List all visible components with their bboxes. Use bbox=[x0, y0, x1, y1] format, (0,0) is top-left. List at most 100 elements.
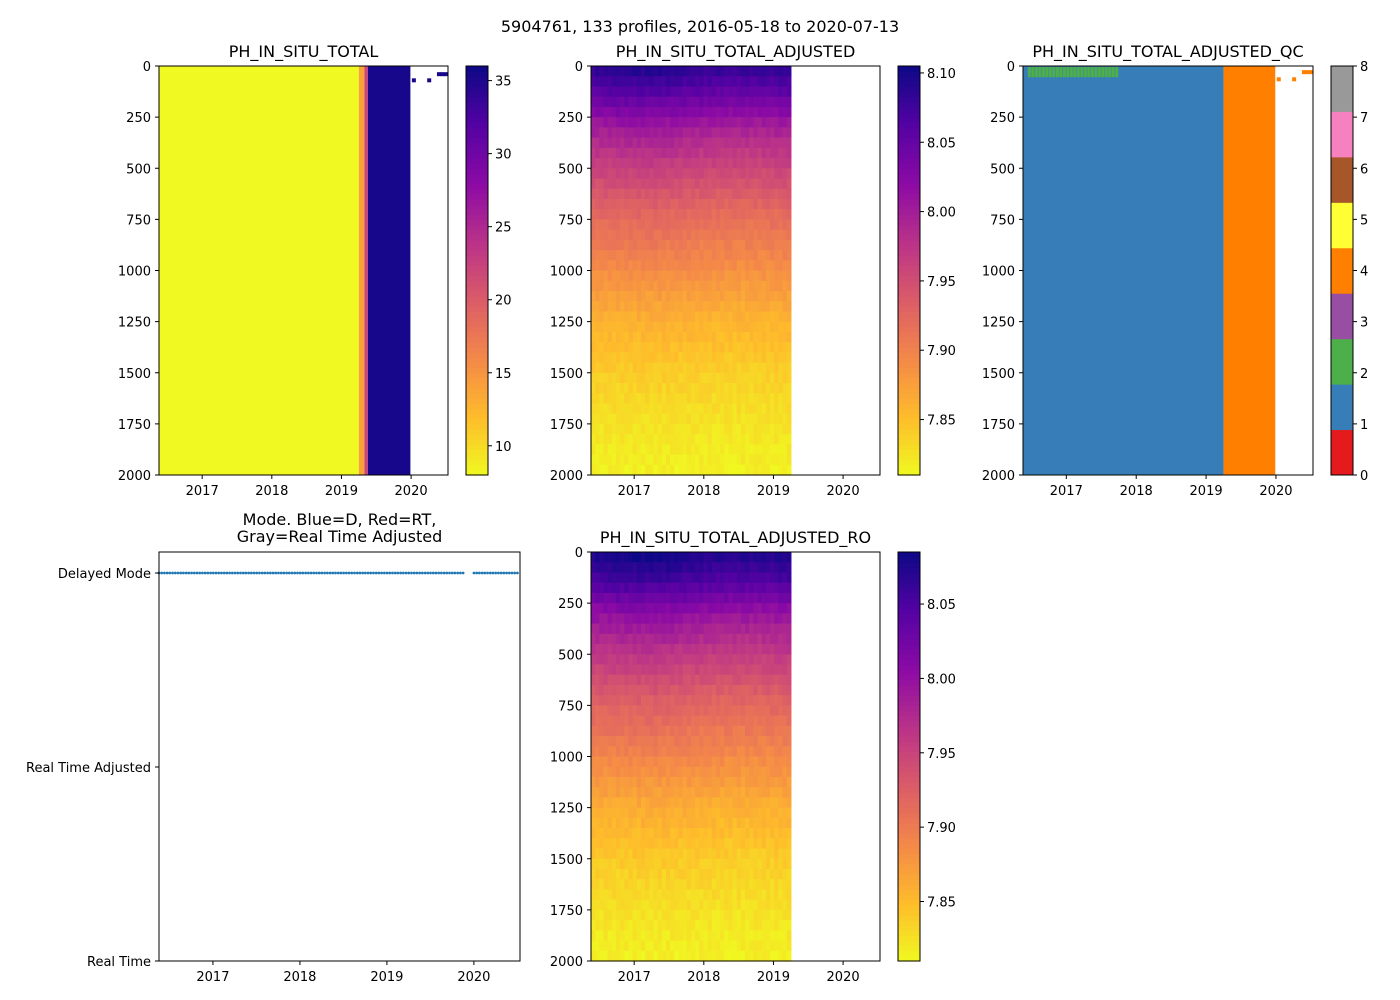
heatmap-cell bbox=[715, 664, 721, 676]
heatmap-cell bbox=[632, 311, 638, 323]
heatmap-cell bbox=[778, 229, 784, 241]
colorbar-band bbox=[466, 244, 488, 251]
heatmap-cell bbox=[611, 66, 617, 77]
y-tick-label: 0 bbox=[575, 60, 583, 75]
y-tick-label: 750 bbox=[558, 699, 583, 714]
heatmap-cell bbox=[782, 868, 788, 880]
colorbar-band bbox=[898, 127, 920, 134]
heatmap-cell bbox=[749, 464, 754, 476]
mode-point bbox=[323, 571, 327, 575]
x-tick-label: 2017 bbox=[196, 970, 229, 985]
heatmap-cell bbox=[715, 695, 721, 706]
colorbar-band bbox=[898, 173, 920, 180]
heatmap-cell bbox=[703, 633, 709, 645]
heatmap-cell bbox=[720, 828, 725, 839]
heatmap-cell bbox=[632, 756, 638, 768]
colorbar-band bbox=[466, 234, 488, 241]
heatmap-cell bbox=[732, 766, 738, 778]
heatmap-cell bbox=[690, 940, 696, 952]
heatmap-cell bbox=[745, 899, 750, 911]
colorbar-band bbox=[898, 730, 920, 737]
heatmap-cell bbox=[711, 756, 717, 768]
heatmap-cell bbox=[607, 382, 613, 394]
heatmap-cell bbox=[686, 260, 692, 272]
heatmap-cell bbox=[686, 807, 692, 819]
heatmap-cell bbox=[690, 868, 696, 880]
heatmap-cell bbox=[603, 198, 609, 210]
heatmap-cell bbox=[690, 219, 696, 231]
heatmap-cell bbox=[620, 239, 625, 251]
heatmap-cell bbox=[736, 787, 742, 798]
mode-point bbox=[171, 571, 174, 575]
heatmap-cell bbox=[724, 250, 730, 261]
heatmap-cell bbox=[653, 86, 659, 98]
heatmap-cell bbox=[591, 562, 596, 574]
heatmap-cell bbox=[745, 909, 750, 921]
heatmap-cell bbox=[778, 879, 784, 891]
heatmap-cell bbox=[740, 705, 746, 717]
heatmap-cell bbox=[732, 321, 738, 333]
heatmap-cell bbox=[728, 464, 734, 476]
heatmap-cell bbox=[740, 352, 746, 364]
heatmap-cell bbox=[645, 96, 650, 108]
heatmap-cell bbox=[591, 552, 596, 563]
heatmap-cell bbox=[640, 725, 646, 737]
heatmap-cell bbox=[636, 250, 642, 261]
heatmap-cell bbox=[632, 746, 638, 758]
heatmap-cell bbox=[724, 930, 730, 942]
heatmap-cell bbox=[611, 127, 617, 139]
heatmap-cell bbox=[611, 756, 617, 768]
heatmap-cell bbox=[624, 382, 630, 394]
heatmap-cell bbox=[782, 552, 788, 563]
heatmap-cell bbox=[636, 147, 642, 159]
colorbar-band bbox=[466, 112, 488, 118]
heatmap-cell bbox=[690, 674, 696, 686]
heatmap-cell bbox=[724, 147, 730, 159]
heatmap-cell bbox=[640, 117, 646, 128]
heatmap-cell bbox=[703, 413, 709, 425]
heatmap-cell bbox=[715, 137, 721, 149]
heatmap-cell bbox=[615, 603, 621, 614]
heatmap-cell bbox=[591, 868, 596, 880]
heatmap-cell bbox=[665, 950, 671, 962]
heatmap-cell bbox=[749, 889, 754, 901]
heatmap-cell bbox=[591, 260, 596, 272]
heatmap-cell bbox=[753, 250, 759, 261]
heatmap-cell bbox=[711, 352, 717, 364]
y-tick-label: 2000 bbox=[982, 469, 1015, 484]
heatmap-cell bbox=[703, 76, 709, 88]
heatmap-cell bbox=[699, 736, 705, 747]
heatmap-cell bbox=[636, 229, 642, 241]
heatmap-cell bbox=[761, 342, 767, 353]
heatmap-cell bbox=[736, 96, 742, 108]
heatmap-cell bbox=[599, 766, 605, 778]
y-category-label: Delayed Mode bbox=[58, 567, 151, 582]
heatmap-cell bbox=[761, 766, 767, 778]
mode-point bbox=[353, 571, 356, 575]
heatmap-cell bbox=[615, 879, 621, 891]
heatmap-cell bbox=[770, 592, 775, 604]
heatmap-cell bbox=[607, 623, 613, 635]
heatmap-cell bbox=[607, 352, 613, 364]
heatmap-cell bbox=[728, 331, 734, 343]
heatmap-cell bbox=[670, 413, 675, 425]
heatmap-cell bbox=[620, 684, 625, 696]
heatmap-cell bbox=[628, 321, 634, 333]
heatmap-cell bbox=[665, 940, 671, 952]
heatmap-cell bbox=[778, 756, 784, 768]
heatmap-cell bbox=[674, 592, 680, 604]
heatmap-cell bbox=[645, 879, 650, 891]
heatmap-cell bbox=[670, 736, 675, 747]
heatmap-cell bbox=[749, 705, 754, 717]
heatmap-cell bbox=[611, 290, 617, 302]
heatmap-cell bbox=[649, 301, 655, 312]
heatmap-cell bbox=[749, 725, 754, 737]
heatmap-cell bbox=[711, 86, 717, 98]
heatmap-cell bbox=[740, 311, 746, 323]
heatmap-cell bbox=[628, 899, 634, 911]
heatmap-cell bbox=[624, 930, 630, 942]
heatmap-cell bbox=[686, 403, 692, 415]
heatmap-cell bbox=[695, 807, 700, 819]
heatmap-cell bbox=[757, 695, 763, 706]
colorbar-band bbox=[466, 81, 488, 88]
